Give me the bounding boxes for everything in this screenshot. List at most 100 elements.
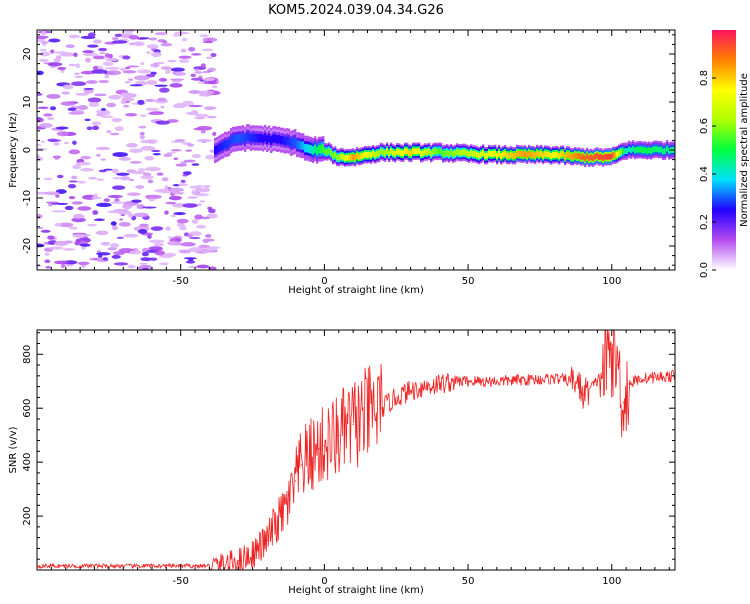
spectrogram-ridge-cell bbox=[397, 149, 401, 156]
spectrogram-noise-blob bbox=[196, 225, 207, 229]
spectrogram-noise-blob bbox=[190, 73, 196, 78]
spectrogram-ridge-cell bbox=[353, 154, 357, 161]
spectrogram-noise-blob bbox=[171, 191, 181, 195]
spectrogram-panel: -50 0 50 100 -20 -10 0 10 20 Height of straight… bbox=[8, 29, 676, 296]
spectrogram-ridge-cell bbox=[663, 148, 667, 155]
spectrogram-noise-blob bbox=[68, 226, 78, 230]
spectrogram-noise-blob bbox=[147, 179, 154, 184]
spectrogram-noise-blob bbox=[200, 129, 206, 134]
snr-data-point bbox=[318, 448, 320, 450]
spectrogram-ridge-cell bbox=[295, 140, 299, 149]
spectrogram-ridge-cell bbox=[469, 149, 473, 156]
spectrogram-noise-blob bbox=[187, 196, 198, 199]
spectrogram-noise-blob bbox=[183, 159, 196, 163]
spectrogram-noise-blob bbox=[60, 264, 66, 269]
spectrogram-noise-blob bbox=[163, 153, 173, 158]
spectrogram-noise-blob bbox=[74, 72, 80, 75]
snr-data-point bbox=[289, 499, 291, 501]
spectrogram-noise-blob bbox=[71, 201, 83, 205]
spectrogram-ridge-cell bbox=[335, 154, 339, 161]
spectrogram-ridge-cell bbox=[503, 150, 507, 157]
spectrogram-noise-blob bbox=[183, 257, 197, 260]
spectrogram-noise-blob bbox=[202, 40, 214, 44]
spectrogram-noise-blob bbox=[102, 61, 114, 67]
spectrogram-noise-blob bbox=[131, 171, 146, 175]
spectrogram-noise-blob bbox=[164, 185, 169, 191]
spectrogram-noise-blob bbox=[179, 226, 187, 231]
snr-data-point bbox=[496, 380, 498, 382]
spectrogram-noise-blob bbox=[154, 84, 168, 87]
spectrogram-ridge-cell bbox=[287, 136, 291, 146]
spectrogram-noise-blob bbox=[202, 185, 211, 188]
spectrogram-ytick-label: 10 bbox=[22, 96, 33, 109]
spectrogram-noise-blob bbox=[180, 224, 186, 229]
spectrogram-ridge-cell bbox=[253, 133, 257, 143]
spectrogram-noise-blob bbox=[122, 203, 133, 210]
spectrogram-ridge-cell bbox=[541, 152, 545, 159]
spectrogram-ridge-cell bbox=[535, 150, 539, 157]
spectrogram-ridge-cell bbox=[339, 153, 343, 160]
spectrogram-noise-blob bbox=[111, 225, 118, 231]
spectrogram-noise-blob bbox=[146, 51, 151, 55]
spectrogram-noise-blob bbox=[72, 164, 82, 170]
spectrogram-noise-blob bbox=[123, 104, 130, 108]
spectrogram-noise-blob bbox=[177, 183, 189, 187]
spectrogram-ridge-cell bbox=[579, 154, 583, 160]
spectrogram-noise-blob bbox=[111, 36, 119, 41]
spectrogram-noise-blob bbox=[80, 264, 87, 268]
spectrogram-noise-blob bbox=[47, 117, 55, 120]
spectrogram-noise-blob bbox=[118, 221, 131, 227]
spectrogram-ridge-cell bbox=[443, 150, 447, 157]
spectrogram-noise-blob bbox=[55, 202, 69, 205]
spectrogram-ridge-cell bbox=[667, 148, 671, 154]
spectrogram-ridge-cell bbox=[615, 151, 619, 158]
spectrogram-ridge-cell bbox=[291, 138, 295, 147]
spectrogram-noise-blob bbox=[185, 111, 199, 115]
spectrogram-ridge-cell bbox=[445, 149, 449, 156]
spectrogram-noise-blob bbox=[173, 212, 186, 216]
spectrogram-ridge-cell bbox=[431, 149, 435, 155]
spectrogram-ridge-cell bbox=[371, 150, 375, 157]
spectrogram-noise-blob bbox=[62, 248, 76, 251]
spectrogram-noise-blob bbox=[72, 140, 77, 145]
spectrogram-noise-blob bbox=[196, 264, 210, 269]
spectrogram-ytick-label: -20 bbox=[22, 238, 33, 254]
spectrogram-ridge-cell bbox=[529, 151, 533, 158]
spectrogram-noise-blob bbox=[43, 191, 60, 195]
spectrogram-noise-blob bbox=[129, 84, 143, 87]
spectrogram-noise-blob bbox=[45, 265, 52, 269]
spectrogram-noise-blob bbox=[86, 223, 98, 227]
colorbar-tick-label: 0.4 bbox=[699, 166, 710, 182]
snr-data-point bbox=[366, 414, 369, 416]
spectrogram-noise-blob bbox=[191, 189, 196, 195]
spectrogram-noise-blob bbox=[123, 233, 139, 238]
spectrogram-noise-blob bbox=[39, 51, 51, 57]
spectrogram-frame bbox=[36, 29, 676, 271]
spectrogram-noise-blob bbox=[202, 250, 209, 254]
spectrogram-ridge-cell bbox=[399, 150, 403, 156]
spectrogram-ridge-cell bbox=[543, 151, 547, 158]
spectrogram-ridge-cell bbox=[271, 134, 275, 144]
spectrogram-ridge-cell bbox=[593, 153, 597, 160]
snr-data-point bbox=[323, 445, 325, 447]
spectrogram-ridge-cell bbox=[351, 153, 355, 160]
spectrogram-noise-blob bbox=[193, 68, 200, 72]
spectrogram-noise-blob bbox=[62, 84, 74, 90]
spectrogram-ridge-cell bbox=[375, 150, 379, 157]
spectrogram-noise-blob bbox=[146, 44, 159, 49]
spectrogram-ridge-cell bbox=[223, 140, 227, 149]
spectrogram-ridge-cell bbox=[349, 154, 353, 161]
spectrogram-noise-blob bbox=[160, 66, 172, 70]
spectrogram-ridge-cell bbox=[523, 150, 527, 157]
spectrogram-noise-blob bbox=[45, 201, 60, 204]
spectrogram-ridge-cell bbox=[597, 154, 601, 160]
spectrogram-ridge-cell bbox=[629, 147, 633, 154]
spectrogram-noise-blob bbox=[39, 123, 53, 128]
spectrogram-ridge-cell bbox=[513, 152, 517, 159]
spectrogram-noise-blob bbox=[39, 48, 47, 52]
spectrogram-noise-blob bbox=[110, 201, 124, 204]
spectrogram-noise-blob bbox=[145, 80, 158, 85]
spectrogram-noise-blob bbox=[74, 75, 84, 78]
spectrogram-ridge-cell bbox=[217, 143, 221, 153]
